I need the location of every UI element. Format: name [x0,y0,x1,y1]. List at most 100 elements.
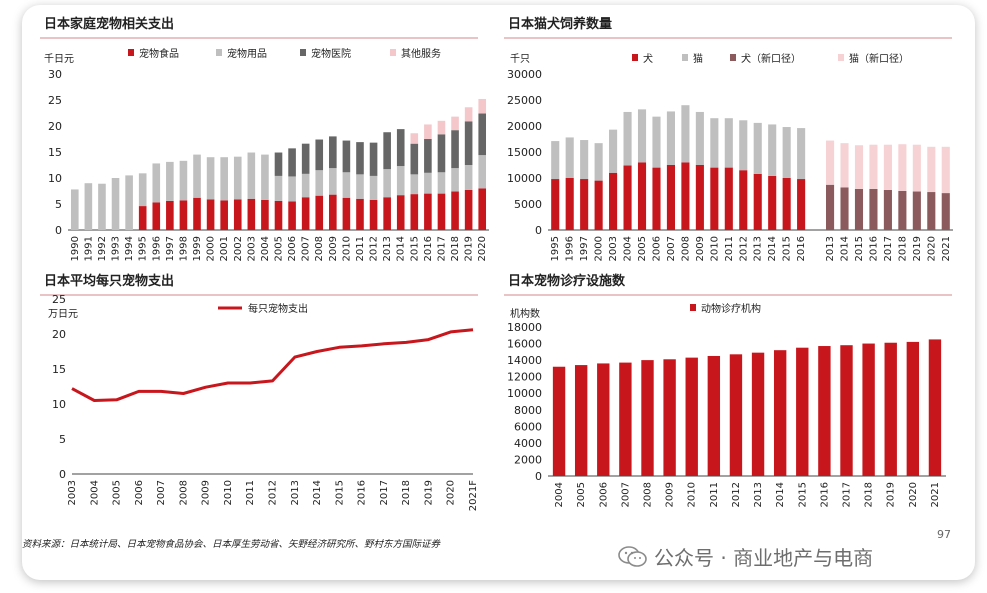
chart2-bar [594,180,603,230]
chart2-bar [797,179,806,230]
chart2-bar [652,116,661,168]
chart2-bar [565,178,574,230]
chart1-bar [288,201,296,230]
chart2-bar [609,129,618,173]
chart1-legend-swatch [300,49,306,56]
chart1-xtick-label: 2007 [301,236,312,261]
chart2-xtick-label: 2004 [623,236,634,261]
chart2-bar [724,167,733,230]
chart1-bar [356,174,364,199]
chart4-xtick-label: 2012 [731,482,742,507]
chart1-ylabel: 千日元 [44,53,74,65]
chart2-bar [724,118,733,168]
chart4-ytick-label: 2000 [514,453,542,466]
chart1-bar [84,183,93,230]
chart2-xtick-label: 2014 [840,236,851,261]
chart1-bar [206,157,215,200]
chart1-bar [166,200,174,230]
chart2-bar [739,120,748,171]
chart2-xtick-label: 2016 [796,236,807,261]
chart1-bar [464,121,473,165]
chart2-title: 日本猫犬饲养数量 [508,16,612,32]
chart1-bar [70,189,79,230]
chart1-xtick-label: 1994 [124,236,135,261]
chart2-xtick-label: 2012 [738,236,749,261]
chart3-xtick-label: 2018 [401,480,412,505]
chart2-ytick-label: 30000 [507,68,542,81]
chart2-xtick-label: 2008 [680,236,691,261]
chart1-bar [138,206,147,230]
chart2-bar [551,179,560,230]
chart2-xtick-label: 2020 [926,236,937,261]
chart1-bar [342,197,351,230]
chart1-xtick-label: 2001 [219,236,230,261]
chart2-xtick-label: 2015 [782,236,793,261]
chart2-bar [782,127,791,178]
chart2-bar [782,178,791,230]
chart3-xtick-label: 2007 [156,480,167,505]
chart1-bar [274,152,283,176]
chart1-bar [478,188,487,230]
chart1-xtick-label: 2002 [233,236,244,261]
chart3-ytick-label: 5 [59,433,66,446]
chart1-bar [247,152,256,199]
chart1-xtick-label: 2012 [369,236,380,261]
chart2-bar [840,143,849,188]
chart3-ytick-label: 10 [52,398,66,411]
chart2-bar [580,140,589,180]
chart2-ytick-label: 25000 [507,94,542,107]
chart1-xtick-label: 2020 [477,236,488,261]
chart2-bar [594,143,603,181]
chart1-bar [383,132,391,170]
chart1-bar [424,172,432,194]
chart1-ytick-label: 15 [48,146,62,159]
chart1-bar [206,199,215,230]
chart3-xtick-label: 2005 [112,480,123,505]
chart1-bar [410,174,419,195]
chart1-xtick-label: 2015 [409,236,420,261]
chart3-ytick-label: 15 [52,363,66,376]
chart4-bar [773,350,787,476]
chart2-xtick-label: 2007 [666,236,677,261]
chart4-legend-label: 动物诊疗机构 [701,302,761,315]
chart1-bar [274,200,283,230]
chart1-bar [478,98,487,114]
chart1-bar [247,198,256,230]
chart2-xtick-label: 1995 [550,236,561,261]
chart2-bar [869,188,878,230]
chart2-bar [666,165,675,230]
chart3-xtick-label: 2008 [178,480,189,505]
chart1-bar [383,197,391,230]
chart2-bar [768,175,777,230]
chart4-xtick-label: 2017 [842,482,853,507]
chart2-bar [753,173,762,230]
chart2-xtick-label: 2017 [883,236,894,261]
chart1-xtick-label: 2016 [423,236,434,261]
chart4-xtick-label: 2004 [554,482,565,507]
chart1-xtick-label: 1995 [138,236,149,261]
chart1-bar [451,116,459,131]
chart2-bar [739,170,748,230]
chart2-xtick-label: 2009 [695,236,706,261]
chart4-bar [818,346,831,476]
chart1-bar [410,194,419,230]
chart1-bar [478,113,487,156]
chart1-legend-label: 宠物食品 [139,47,179,60]
chart2-xtick-label: 2014 [767,236,778,261]
chart1-bar [220,200,228,230]
chart2-bar [854,188,864,230]
chart1-bar [383,169,391,198]
chart1-xtick-label: 2019 [464,236,475,261]
chart2-legend-label: 犬（新口径） [741,52,801,65]
chart1-bar [152,163,161,203]
chart4-xtick-label: 2011 [709,482,720,507]
chart2-bar [695,165,704,230]
chart1-bar [274,175,283,201]
chart4-xtick-label: 2009 [665,482,676,507]
chart2-bar [710,167,719,230]
chart1-bar [315,170,324,196]
chart4-bar [840,345,853,476]
chart3-ytick-label: 0 [59,468,66,481]
chart1-legend-swatch [216,49,222,56]
chart1-legend-swatch [128,49,134,56]
